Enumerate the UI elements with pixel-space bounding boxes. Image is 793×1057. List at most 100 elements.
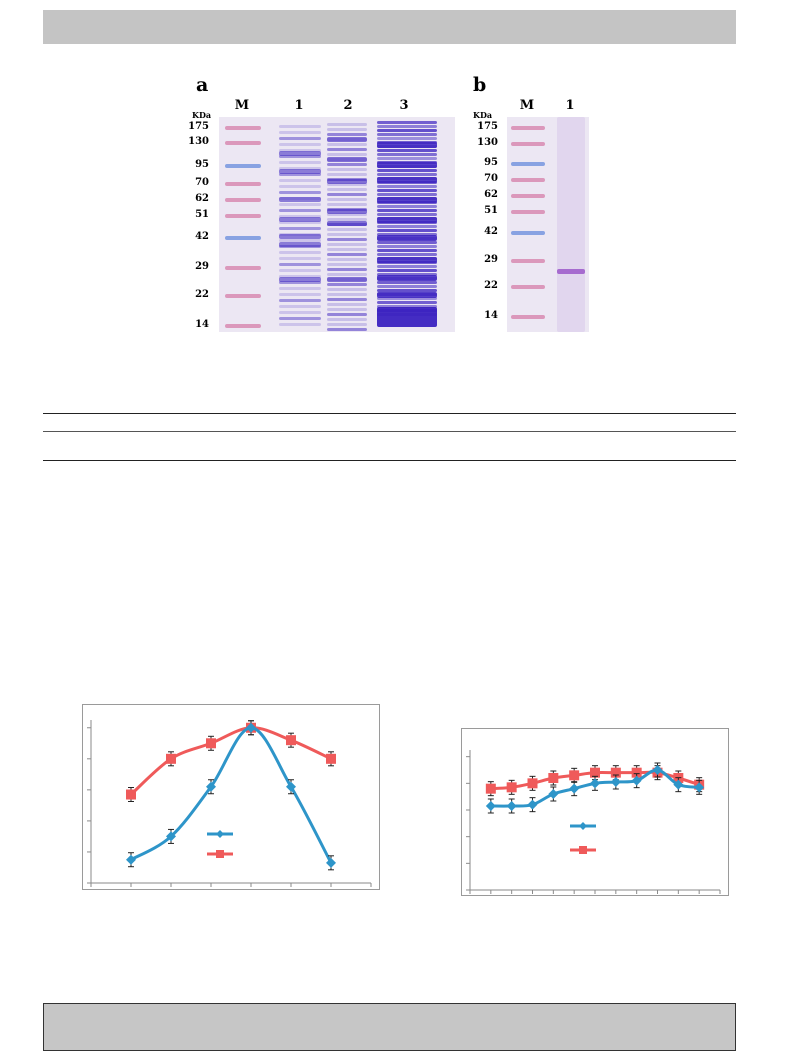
- table-mid-rule: [43, 431, 736, 432]
- data-point-series-2: [206, 738, 216, 749]
- protein-band: [279, 221, 321, 224]
- data-point-series-2: [527, 778, 538, 789]
- protein-band: [377, 129, 437, 132]
- marker-band: [511, 162, 545, 166]
- panel-b-kda-title: KDa: [473, 110, 493, 120]
- marker-band: [225, 126, 261, 130]
- gel-b-lane-marker: [511, 117, 545, 332]
- protein-band: [279, 209, 321, 212]
- data-point-series-1: [673, 779, 684, 790]
- protein-band: [327, 193, 367, 196]
- protein-band: [279, 203, 321, 206]
- protein-band: [279, 185, 321, 188]
- marker-band: [225, 198, 261, 202]
- protein-band: [377, 217, 437, 223]
- protein-band: [327, 153, 367, 156]
- data-point-series-1: [126, 854, 136, 865]
- protein-band: [377, 185, 437, 188]
- data-point-series-1: [590, 778, 600, 789]
- protein-band: [327, 123, 367, 126]
- legend-key-marker-2: [579, 846, 587, 854]
- marker-band: [225, 236, 261, 240]
- data-point-series-1: [485, 801, 496, 811]
- protein-band: [279, 131, 321, 134]
- protein-band: [327, 133, 367, 136]
- protein-band: [279, 323, 321, 326]
- data-point-series-2: [631, 767, 642, 778]
- lane-label-b-marker: M: [519, 98, 535, 113]
- data-point-series-1: [631, 775, 642, 786]
- marker-band: [225, 324, 261, 328]
- protein-band: [327, 268, 367, 271]
- data-point-series-1: [527, 799, 538, 810]
- data-point-series-2: [166, 753, 176, 764]
- protein-band: [377, 281, 437, 284]
- protein-band: [279, 311, 321, 314]
- kda-marker-b-22: 22: [484, 280, 498, 291]
- protein-band: [327, 209, 367, 214]
- protein-band: [327, 137, 367, 142]
- protein-band: [327, 263, 367, 266]
- marker-band: [225, 164, 261, 168]
- protein-band: [279, 277, 321, 282]
- gel-a-lane-3: [377, 117, 437, 332]
- marker-band: [511, 231, 545, 235]
- data-point-series-1: [506, 801, 517, 811]
- kda-marker-a-130: 130: [188, 136, 209, 147]
- protein-band: [279, 281, 321, 284]
- protein-band: [377, 169, 437, 172]
- legend-key-marker-1: [579, 822, 587, 830]
- gel-a-lane-2: [327, 117, 367, 332]
- data-point-series-1: [569, 783, 580, 794]
- kda-marker-b-42: 42: [484, 226, 498, 237]
- protein-band: [377, 193, 437, 196]
- protein-band: [327, 303, 367, 306]
- protein-band: [377, 149, 437, 152]
- protein-band: [377, 153, 437, 156]
- data-point-series-2: [569, 770, 580, 781]
- protein-band: [377, 245, 437, 248]
- lane-label-a-3: 3: [399, 98, 409, 113]
- protein-band: [279, 299, 321, 302]
- kda-marker-b-29: 29: [484, 254, 498, 265]
- protein-band: [279, 137, 321, 140]
- data-point-series-1: [206, 781, 216, 792]
- protein-band: [327, 221, 367, 226]
- marker-band: [511, 194, 545, 198]
- lane-label-a-2: 2: [343, 98, 353, 113]
- protein-band: [327, 163, 367, 166]
- panel-b-letter: b: [473, 74, 487, 96]
- data-point-series-1: [246, 722, 256, 733]
- protein-band: [279, 305, 321, 308]
- protein-band: [377, 137, 437, 140]
- protein-band: [327, 253, 367, 256]
- legend-key-marker-1: [216, 830, 224, 838]
- protein-band: [377, 301, 437, 304]
- protein-band: [279, 155, 321, 158]
- purified-protein-band: [557, 269, 585, 274]
- panel-a-letter: a: [196, 74, 209, 96]
- protein-band: [327, 143, 367, 146]
- protein-band: [327, 233, 367, 236]
- data-point-series-1: [548, 789, 559, 799]
- lane-label-b-1: 1: [565, 98, 575, 113]
- marker-band: [225, 214, 261, 218]
- protein-band: [377, 253, 437, 256]
- protein-band: [377, 177, 437, 183]
- kda-marker-a-95: 95: [195, 159, 209, 170]
- protein-band: [279, 317, 321, 320]
- data-point-series-2: [485, 783, 496, 794]
- protein-band: [377, 133, 437, 136]
- data-point-series-1: [652, 765, 663, 775]
- protein-band: [279, 125, 321, 128]
- protein-band: [327, 238, 367, 241]
- kda-marker-b-62: 62: [484, 189, 498, 200]
- protein-band: [279, 149, 321, 152]
- kda-marker-a-14: 14: [195, 319, 209, 330]
- protein-band: [327, 243, 367, 246]
- protein-band: [377, 189, 437, 192]
- protein-band: [377, 233, 437, 236]
- protein-band: [327, 293, 367, 296]
- page-header-band: [43, 10, 736, 44]
- marker-band: [511, 142, 545, 146]
